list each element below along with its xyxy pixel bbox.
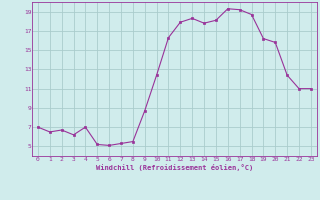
X-axis label: Windchill (Refroidissement éolien,°C): Windchill (Refroidissement éolien,°C)	[96, 164, 253, 171]
